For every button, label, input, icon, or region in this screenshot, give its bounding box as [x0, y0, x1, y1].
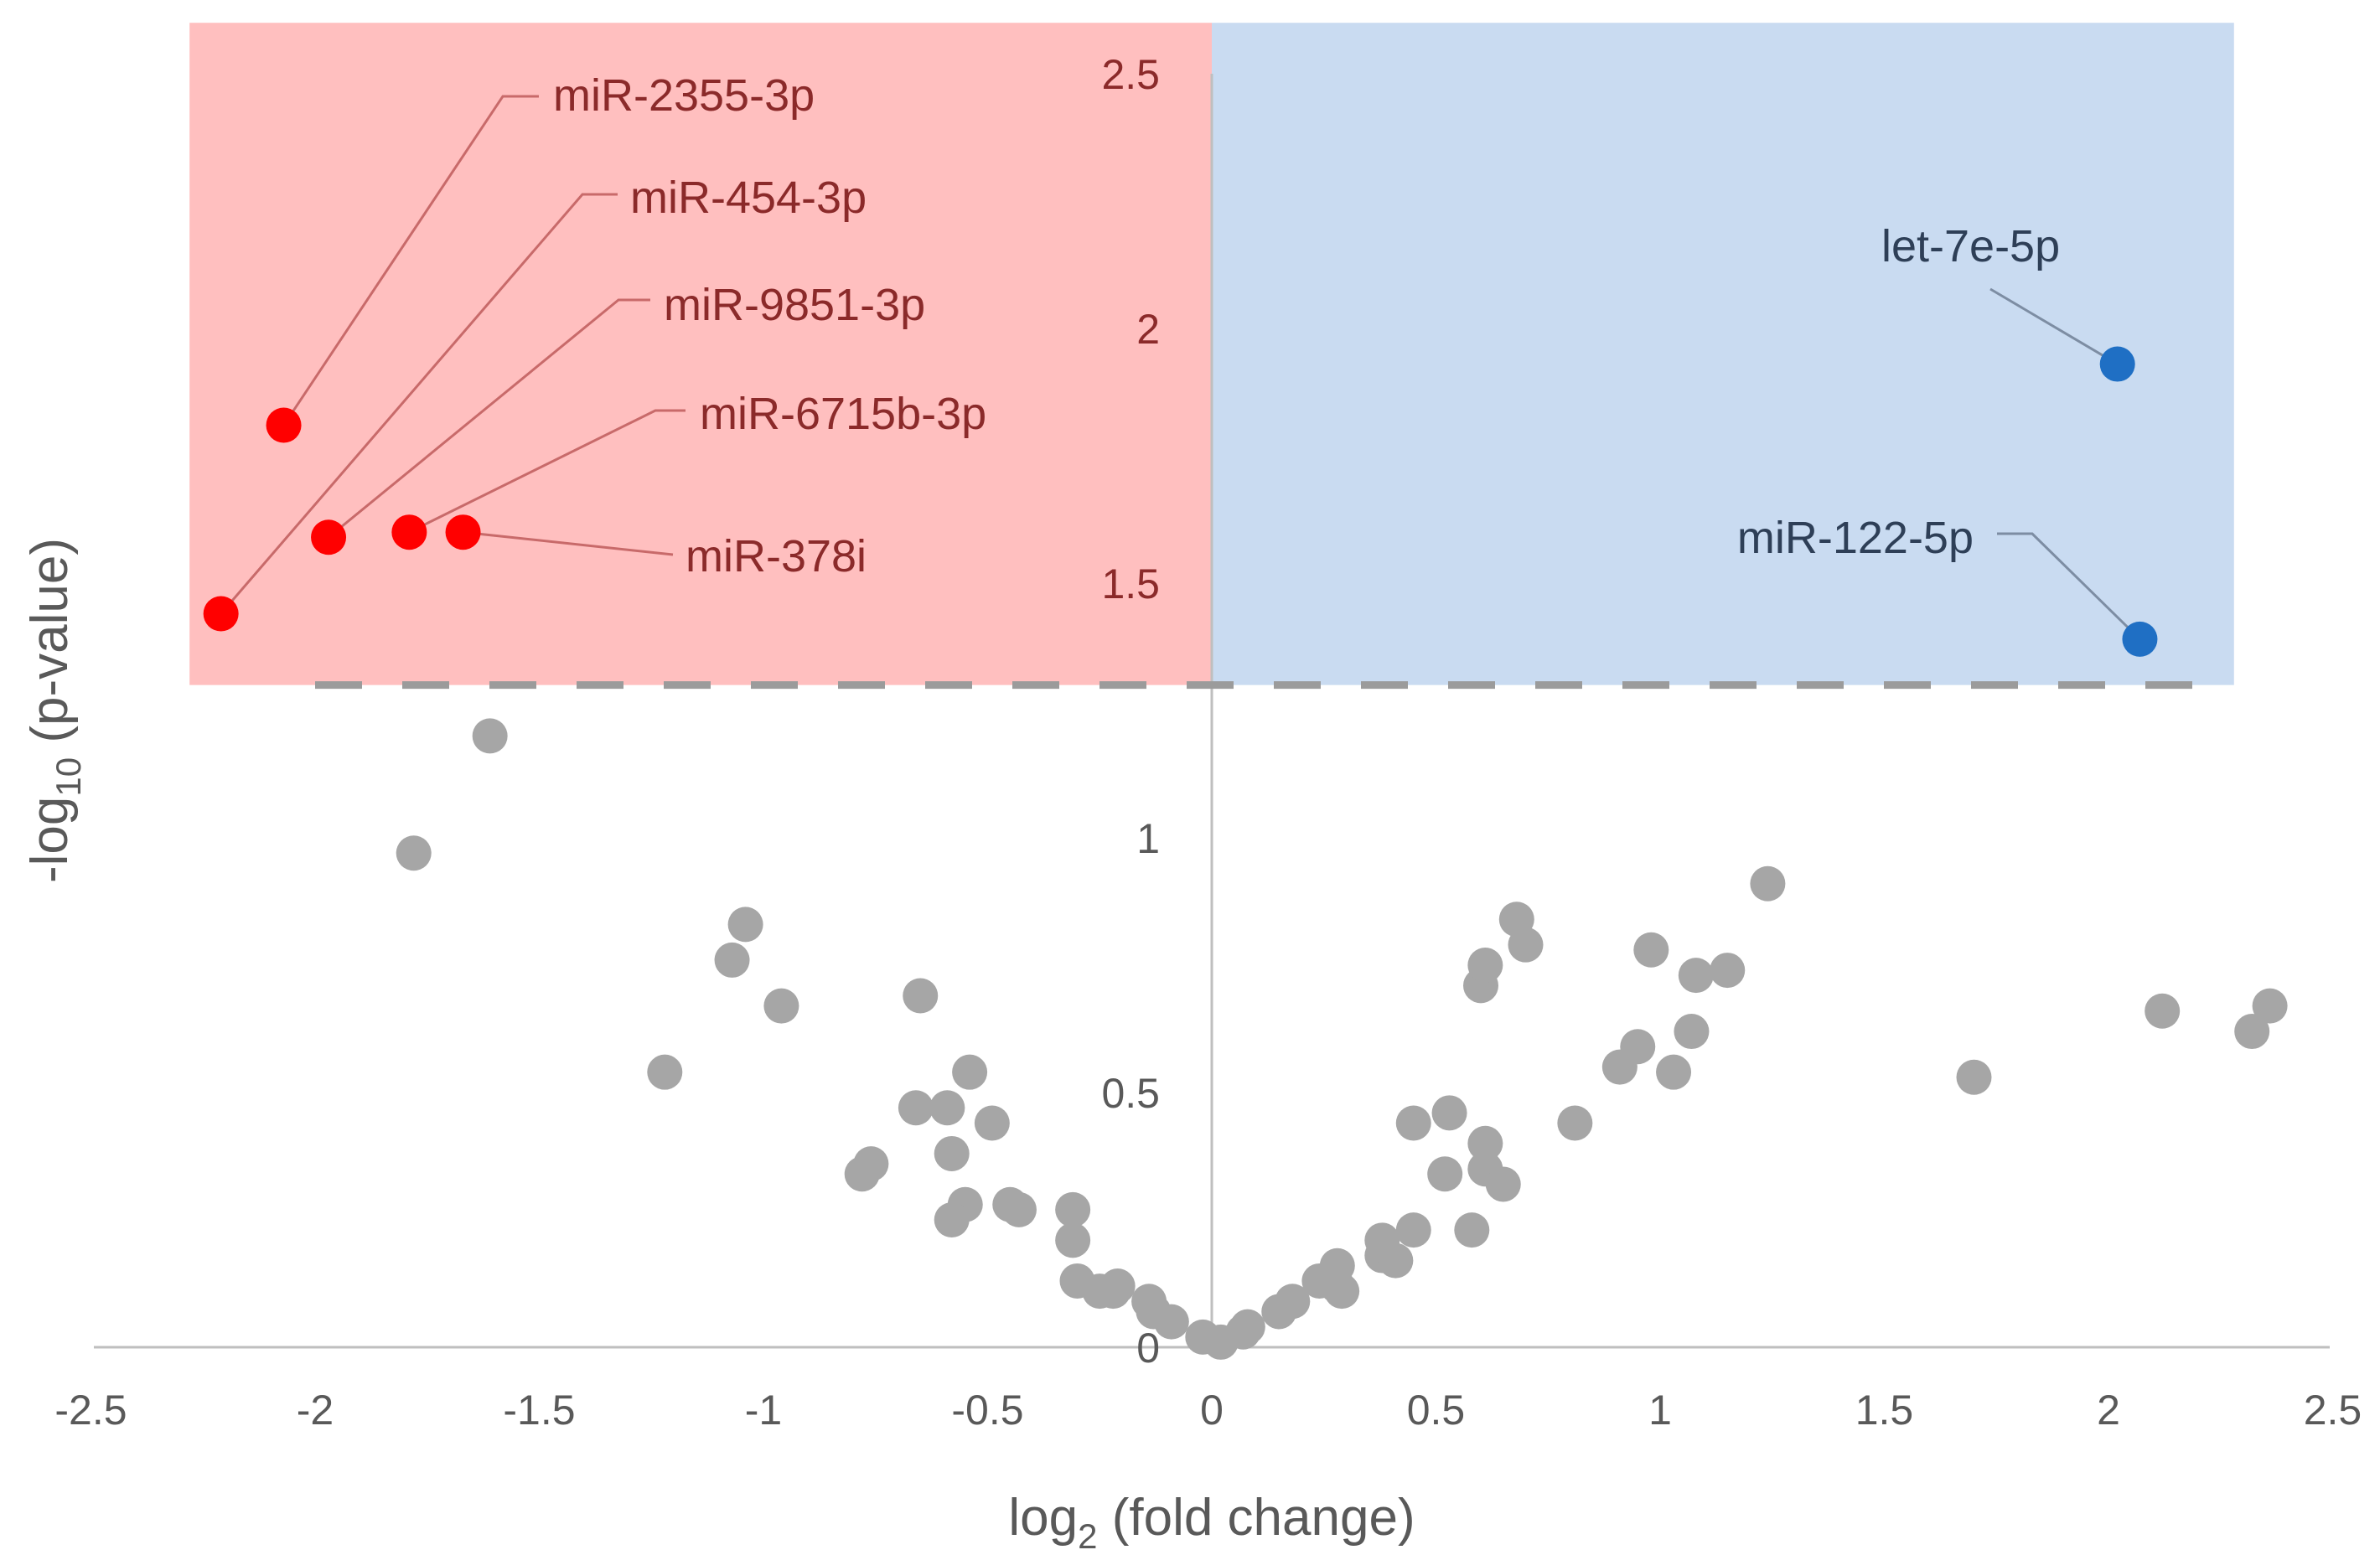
ns-point: [1467, 1125, 1503, 1161]
ns-point: [1229, 1309, 1265, 1345]
point-label: miR-454-3p: [630, 173, 867, 223]
down-regulated-point: [266, 407, 302, 443]
point-label: miR-378i: [686, 531, 867, 581]
x-tick-label: 1: [1648, 1387, 1672, 1434]
x-tick-label: -1: [745, 1387, 782, 1434]
ns-point: [1710, 953, 1746, 989]
down-regulated-point: [445, 514, 481, 550]
y-tick-label: 2.5: [1101, 51, 1160, 98]
ns-point: [647, 1054, 683, 1090]
ns-point: [1395, 1212, 1431, 1248]
point-label: let-7e-5p: [1881, 221, 2060, 271]
down-regulated-point: [391, 514, 427, 550]
ns-point: [1956, 1059, 1992, 1095]
ns-point: [763, 988, 799, 1024]
down-regulated-point: [311, 519, 347, 555]
ns-point: [2145, 993, 2181, 1029]
ns-point: [898, 1090, 934, 1126]
point-label: miR-9851-3p: [664, 280, 925, 330]
region-up-regulated: [1212, 23, 2234, 685]
y-axis-title: -log10 (p-value): [21, 538, 88, 883]
x-tick-label: 2.5: [2304, 1387, 2362, 1434]
ns-point: [1275, 1284, 1311, 1320]
ns-point: [1001, 1191, 1037, 1227]
x-tick-label: 0.5: [1407, 1387, 1466, 1434]
leader-line: [220, 193, 618, 615]
ns-point: [1395, 1105, 1431, 1141]
point-label: miR-2355-3p: [553, 70, 815, 121]
ns-point: [472, 718, 508, 754]
ns-point: [1055, 1222, 1091, 1258]
ns-point: [1656, 1054, 1692, 1090]
ns-point: [952, 1054, 988, 1090]
ns-point: [2234, 1014, 2270, 1050]
ns-point: [1557, 1105, 1593, 1141]
up-regulated-point: [2122, 621, 2158, 657]
ns-point: [1678, 958, 1714, 994]
x-tick-label: 2: [2097, 1387, 2120, 1434]
point-labels: miR-2355-3p miR-454-3p miR-9851-3p miR-6715…: [553, 70, 2060, 581]
data-points: [203, 346, 2288, 1360]
ns-point: [903, 978, 939, 1014]
ns-point: [396, 835, 432, 871]
leader-line: [463, 530, 674, 556]
region-down-regulated: [189, 23, 1213, 685]
ns-point: [1485, 1166, 1521, 1202]
ns-point: [1427, 1156, 1463, 1192]
x-tick-label: 1.5: [1855, 1387, 1914, 1434]
y-tick-labels: 0 0.5 1 1.5 2 2.5: [1101, 51, 1160, 1372]
ns-point: [1431, 1095, 1467, 1131]
leader-line: [1989, 287, 2119, 365]
ns-point: [714, 942, 750, 978]
ns-point: [727, 907, 763, 943]
x-tick-label: -0.5: [951, 1387, 1023, 1434]
ns-point: [1099, 1268, 1136, 1304]
ns-point: [974, 1105, 1010, 1141]
ns-point: [929, 1090, 965, 1126]
ns-point: [1324, 1273, 1360, 1310]
ns-point: [1750, 865, 1786, 901]
x-tick-label: -1.5: [503, 1387, 575, 1434]
leader-line: [408, 409, 686, 534]
label-leader-lines: [220, 95, 2141, 640]
down-regulated-point: [203, 596, 239, 632]
ns-point: [1055, 1191, 1091, 1227]
point-label: miR-122-5p: [1737, 513, 1974, 563]
y-tick-label: 1: [1136, 815, 1160, 862]
ns-point: [1378, 1242, 1414, 1279]
leader-line: [1997, 532, 2141, 640]
ns-point: [853, 1146, 889, 1182]
ns-point: [934, 1202, 970, 1237]
ns-point: [2252, 988, 2288, 1024]
up-regulated-point: [2099, 346, 2135, 382]
significance-regions: [189, 23, 2234, 685]
ns-point: [1674, 1014, 1710, 1050]
point-label: miR-6715b-3p: [700, 389, 986, 439]
x-tick-label: -2.5: [54, 1387, 127, 1434]
leader-line: [282, 95, 539, 426]
y-tick-label: 0: [1136, 1325, 1160, 1372]
x-tick-label: 0: [1200, 1387, 1224, 1434]
ns-point: [1153, 1304, 1189, 1340]
ns-point: [1508, 927, 1544, 963]
leader-line: [328, 298, 650, 539]
y-tick-label: 2: [1136, 306, 1160, 353]
ns-point: [1633, 932, 1669, 968]
ns-point: [1467, 948, 1503, 983]
x-tick-labels: -2.5 -2 -1.5 -1 -0.5 0 0.5 1 1.5 2 2.5: [54, 1387, 2362, 1434]
y-tick-label: 1.5: [1101, 561, 1160, 607]
ns-point: [934, 1135, 970, 1171]
ns-point: [1454, 1212, 1490, 1248]
ns-point: [1620, 1029, 1656, 1065]
x-tick-label: -2: [297, 1387, 334, 1434]
x-axis-title: log2 (fold change): [1008, 1489, 1415, 1555]
y-tick-label: 0.5: [1101, 1070, 1160, 1117]
